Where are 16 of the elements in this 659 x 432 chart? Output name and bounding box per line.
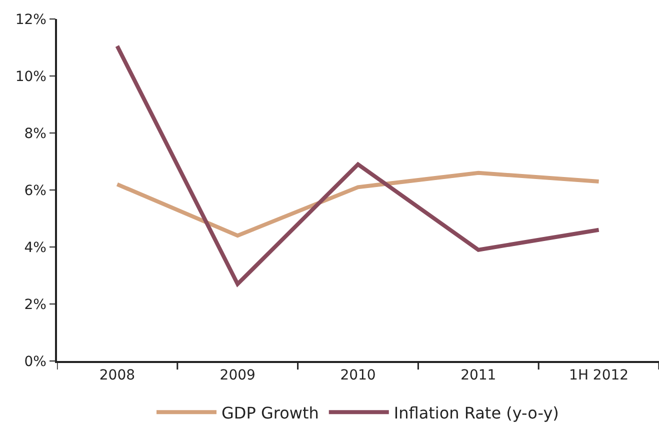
y-tick-label: 0% — [24, 354, 46, 370]
line-series — [115, 170, 601, 238]
line-series — [115, 44, 601, 286]
y-tick-label: 6% — [24, 182, 46, 199]
x-tick-label: 2011 — [460, 368, 496, 384]
x-tick-label: 2009 — [220, 368, 256, 384]
y-tick-label: 4% — [24, 240, 46, 256]
y-tick-label: 8% — [24, 126, 46, 142]
x-tick-label: 1H 2012 — [569, 368, 629, 384]
x-tick-label: 2010 — [340, 368, 376, 384]
legend-label: GDP Growth — [222, 403, 319, 422]
legend-label: Inflation Rate (y-o-y) — [394, 403, 559, 422]
x-tick-label: 2008 — [99, 368, 136, 384]
y-tick-label: 10% — [15, 68, 46, 85]
y-tick-label: 12% — [15, 12, 46, 28]
y-tick-label: 2% — [24, 296, 46, 313]
